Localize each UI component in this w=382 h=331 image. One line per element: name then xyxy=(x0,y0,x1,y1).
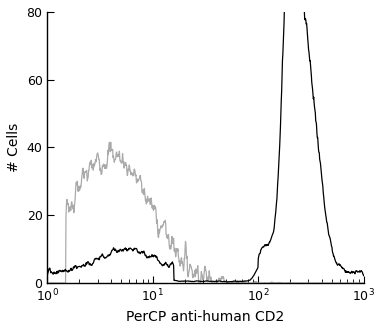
Y-axis label: # Cells: # Cells xyxy=(7,123,21,172)
X-axis label: PerCP anti-human CD2: PerCP anti-human CD2 xyxy=(126,310,285,324)
